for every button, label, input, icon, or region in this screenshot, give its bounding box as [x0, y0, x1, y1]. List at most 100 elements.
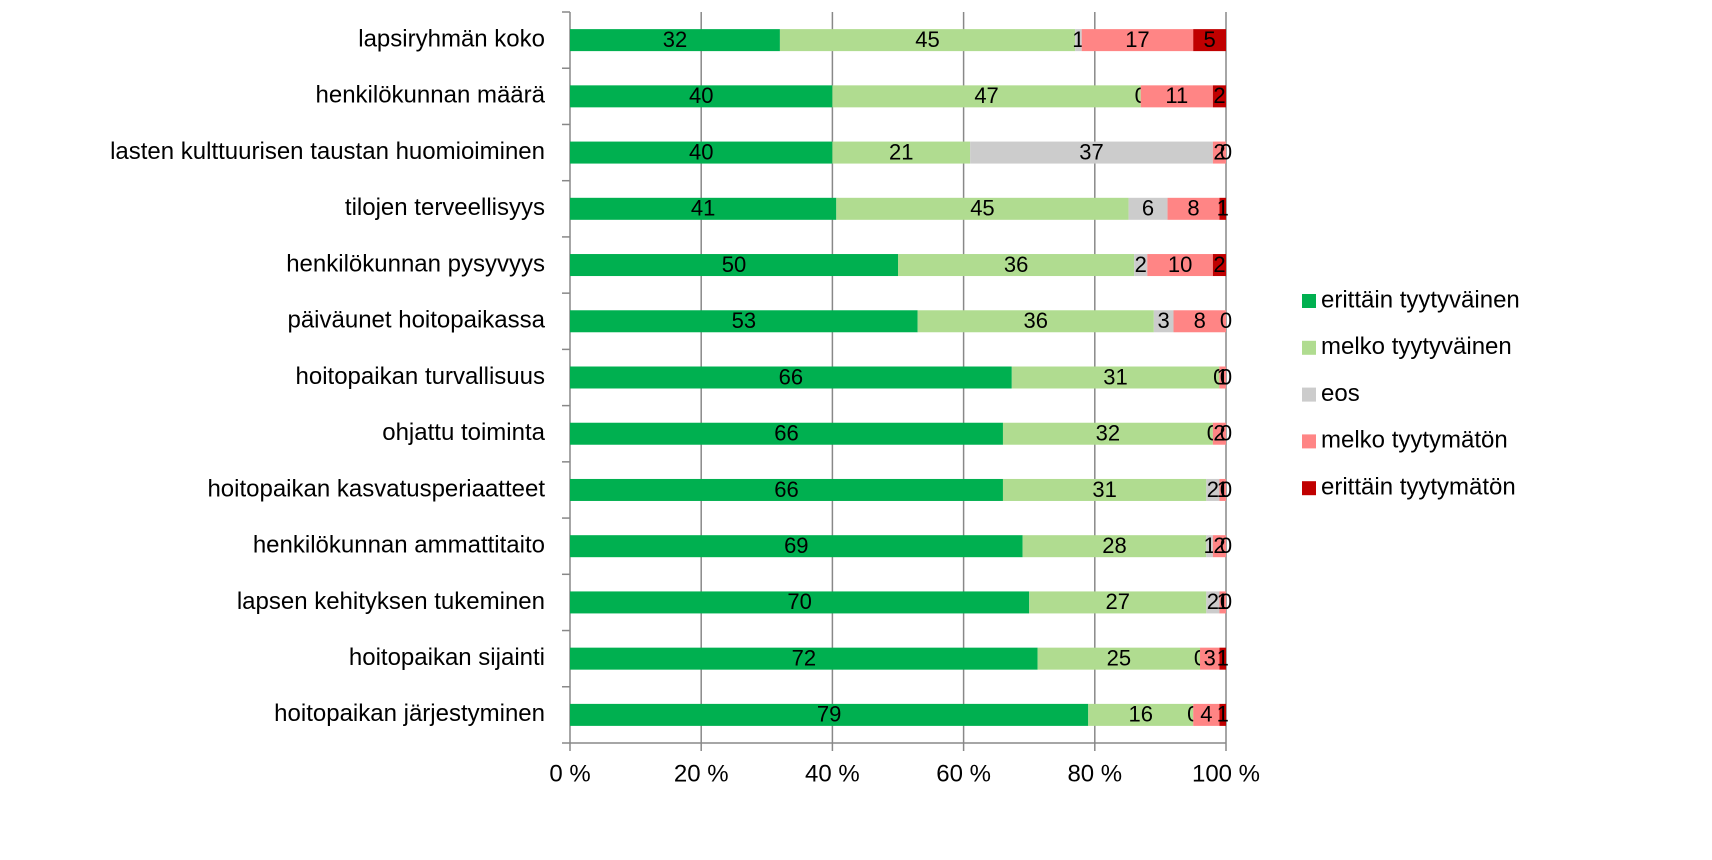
- bar-segment: [570, 647, 1038, 670]
- category-label: lapsiryhmän koko: [358, 25, 545, 52]
- data-label: 32: [1096, 421, 1120, 446]
- bar-segment: [970, 141, 1213, 164]
- data-label: 21: [889, 139, 913, 164]
- bar-segment: [898, 254, 1135, 277]
- bar-segment: [570, 254, 898, 277]
- bar-segment: [1193, 703, 1220, 726]
- bar-segment: [1212, 254, 1226, 277]
- category-label: hoitopaikan sijainti: [349, 644, 545, 671]
- bar-segment: [570, 85, 833, 108]
- bar-segment: [1002, 478, 1207, 501]
- bar-segment: [779, 29, 1076, 52]
- data-label: 1: [1217, 477, 1229, 502]
- data-label: 1: [1072, 27, 1084, 52]
- data-label: 2: [1135, 252, 1147, 277]
- data-label: 27: [1106, 589, 1130, 614]
- legend-swatch: [1302, 434, 1316, 449]
- bar-segment: [1200, 647, 1220, 670]
- category-label: lasten kulttuurisen taustan huomioiminen: [110, 138, 545, 165]
- data-label: 3: [1204, 645, 1216, 670]
- data-label: 70: [787, 589, 811, 614]
- bar-segment: [1212, 535, 1226, 558]
- bar-segment: [832, 85, 1141, 108]
- bar-segment: [1212, 422, 1226, 445]
- bar-segment: [570, 535, 1023, 558]
- data-label: 10: [1168, 252, 1192, 277]
- bar-segment: [1153, 310, 1174, 333]
- category-label: henkilökunnan määrä: [316, 82, 546, 109]
- data-label: 11: [1165, 83, 1188, 108]
- x-tick-label: 40 %: [805, 760, 860, 787]
- data-label: 31: [1103, 364, 1127, 389]
- bar-segment: [1206, 478, 1220, 501]
- data-label: 0: [1220, 533, 1232, 558]
- x-tick-label: 80 %: [1067, 760, 1122, 787]
- data-label: 2: [1213, 83, 1225, 108]
- bar-segment: [1206, 535, 1213, 558]
- data-label: 66: [779, 364, 803, 389]
- data-label: 2: [1213, 139, 1225, 164]
- data-label: 69: [784, 533, 808, 558]
- legend-swatch: [1302, 294, 1316, 308]
- data-label: 31: [1092, 477, 1116, 502]
- bar-segment: [1212, 85, 1226, 108]
- category-label: henkilökunnan ammattitaito: [253, 532, 545, 559]
- data-label: 47: [974, 83, 998, 108]
- bar-segment: [1219, 703, 1226, 726]
- data-label: 28: [1102, 533, 1126, 558]
- data-label: 25: [1107, 645, 1131, 670]
- bar-segment: [570, 310, 918, 333]
- bar-segment: [917, 310, 1154, 333]
- bar-segment: [1206, 591, 1220, 614]
- data-label: 79: [817, 702, 841, 727]
- data-label: 36: [1004, 252, 1028, 277]
- data-label: 2: [1213, 533, 1225, 558]
- bar-segment: [1173, 310, 1226, 333]
- data-label: 0: [1220, 139, 1232, 164]
- data-label: 40: [689, 83, 713, 108]
- bar-segment: [1081, 29, 1194, 52]
- x-tick-label: 20 %: [674, 760, 729, 787]
- category-label: hoitopaikan kasvatusperiaatteet: [207, 475, 545, 502]
- data-label: 8: [1187, 196, 1199, 221]
- category-label: lapsen kehityksen tukeminen: [237, 588, 545, 615]
- data-label: 2: [1207, 477, 1219, 502]
- data-label: 0: [1220, 308, 1232, 333]
- data-label: 1: [1217, 589, 1229, 614]
- x-tick-label: 100 %: [1192, 760, 1260, 787]
- bar-segment: [1037, 647, 1201, 670]
- bar-segment: [1075, 29, 1082, 52]
- bar-segment: [1088, 703, 1194, 726]
- data-label: 4: [1200, 702, 1212, 727]
- data-label: 6: [1142, 196, 1154, 221]
- data-label: 0: [1220, 364, 1232, 389]
- legend-swatch: [1302, 387, 1316, 402]
- bar-segment: [570, 197, 837, 220]
- data-label: 1: [1217, 702, 1229, 727]
- legend-label: erittäin tyytyväinen: [1321, 286, 1520, 313]
- data-label: 1: [1203, 533, 1215, 558]
- data-label: 66: [774, 421, 798, 446]
- bar-segment: [570, 478, 1003, 501]
- bar-segment: [1140, 85, 1213, 108]
- bar-segment: [1022, 535, 1207, 558]
- bar-segment: [1193, 29, 1226, 52]
- bar-segment: [1134, 254, 1148, 277]
- category-label: tilojen terveellisyys: [345, 194, 545, 221]
- x-tick-label: 0 %: [549, 760, 590, 787]
- data-label: 0: [1220, 477, 1232, 502]
- bar-segment: [1212, 141, 1226, 164]
- data-label: 66: [774, 477, 798, 502]
- data-label: 50: [722, 252, 746, 277]
- data-label: 1: [1217, 364, 1229, 389]
- bar-segment: [570, 141, 833, 164]
- data-label: 36: [1024, 308, 1048, 333]
- data-label: 2: [1207, 589, 1219, 614]
- data-label: 8: [1194, 308, 1206, 333]
- bar-segment: [1219, 591, 1226, 614]
- data-label: 72: [792, 645, 816, 670]
- data-label: 3: [1158, 308, 1170, 333]
- bar-segment: [836, 197, 1129, 220]
- bar-segment: [1167, 197, 1220, 220]
- legend-label: eos: [1321, 380, 1360, 407]
